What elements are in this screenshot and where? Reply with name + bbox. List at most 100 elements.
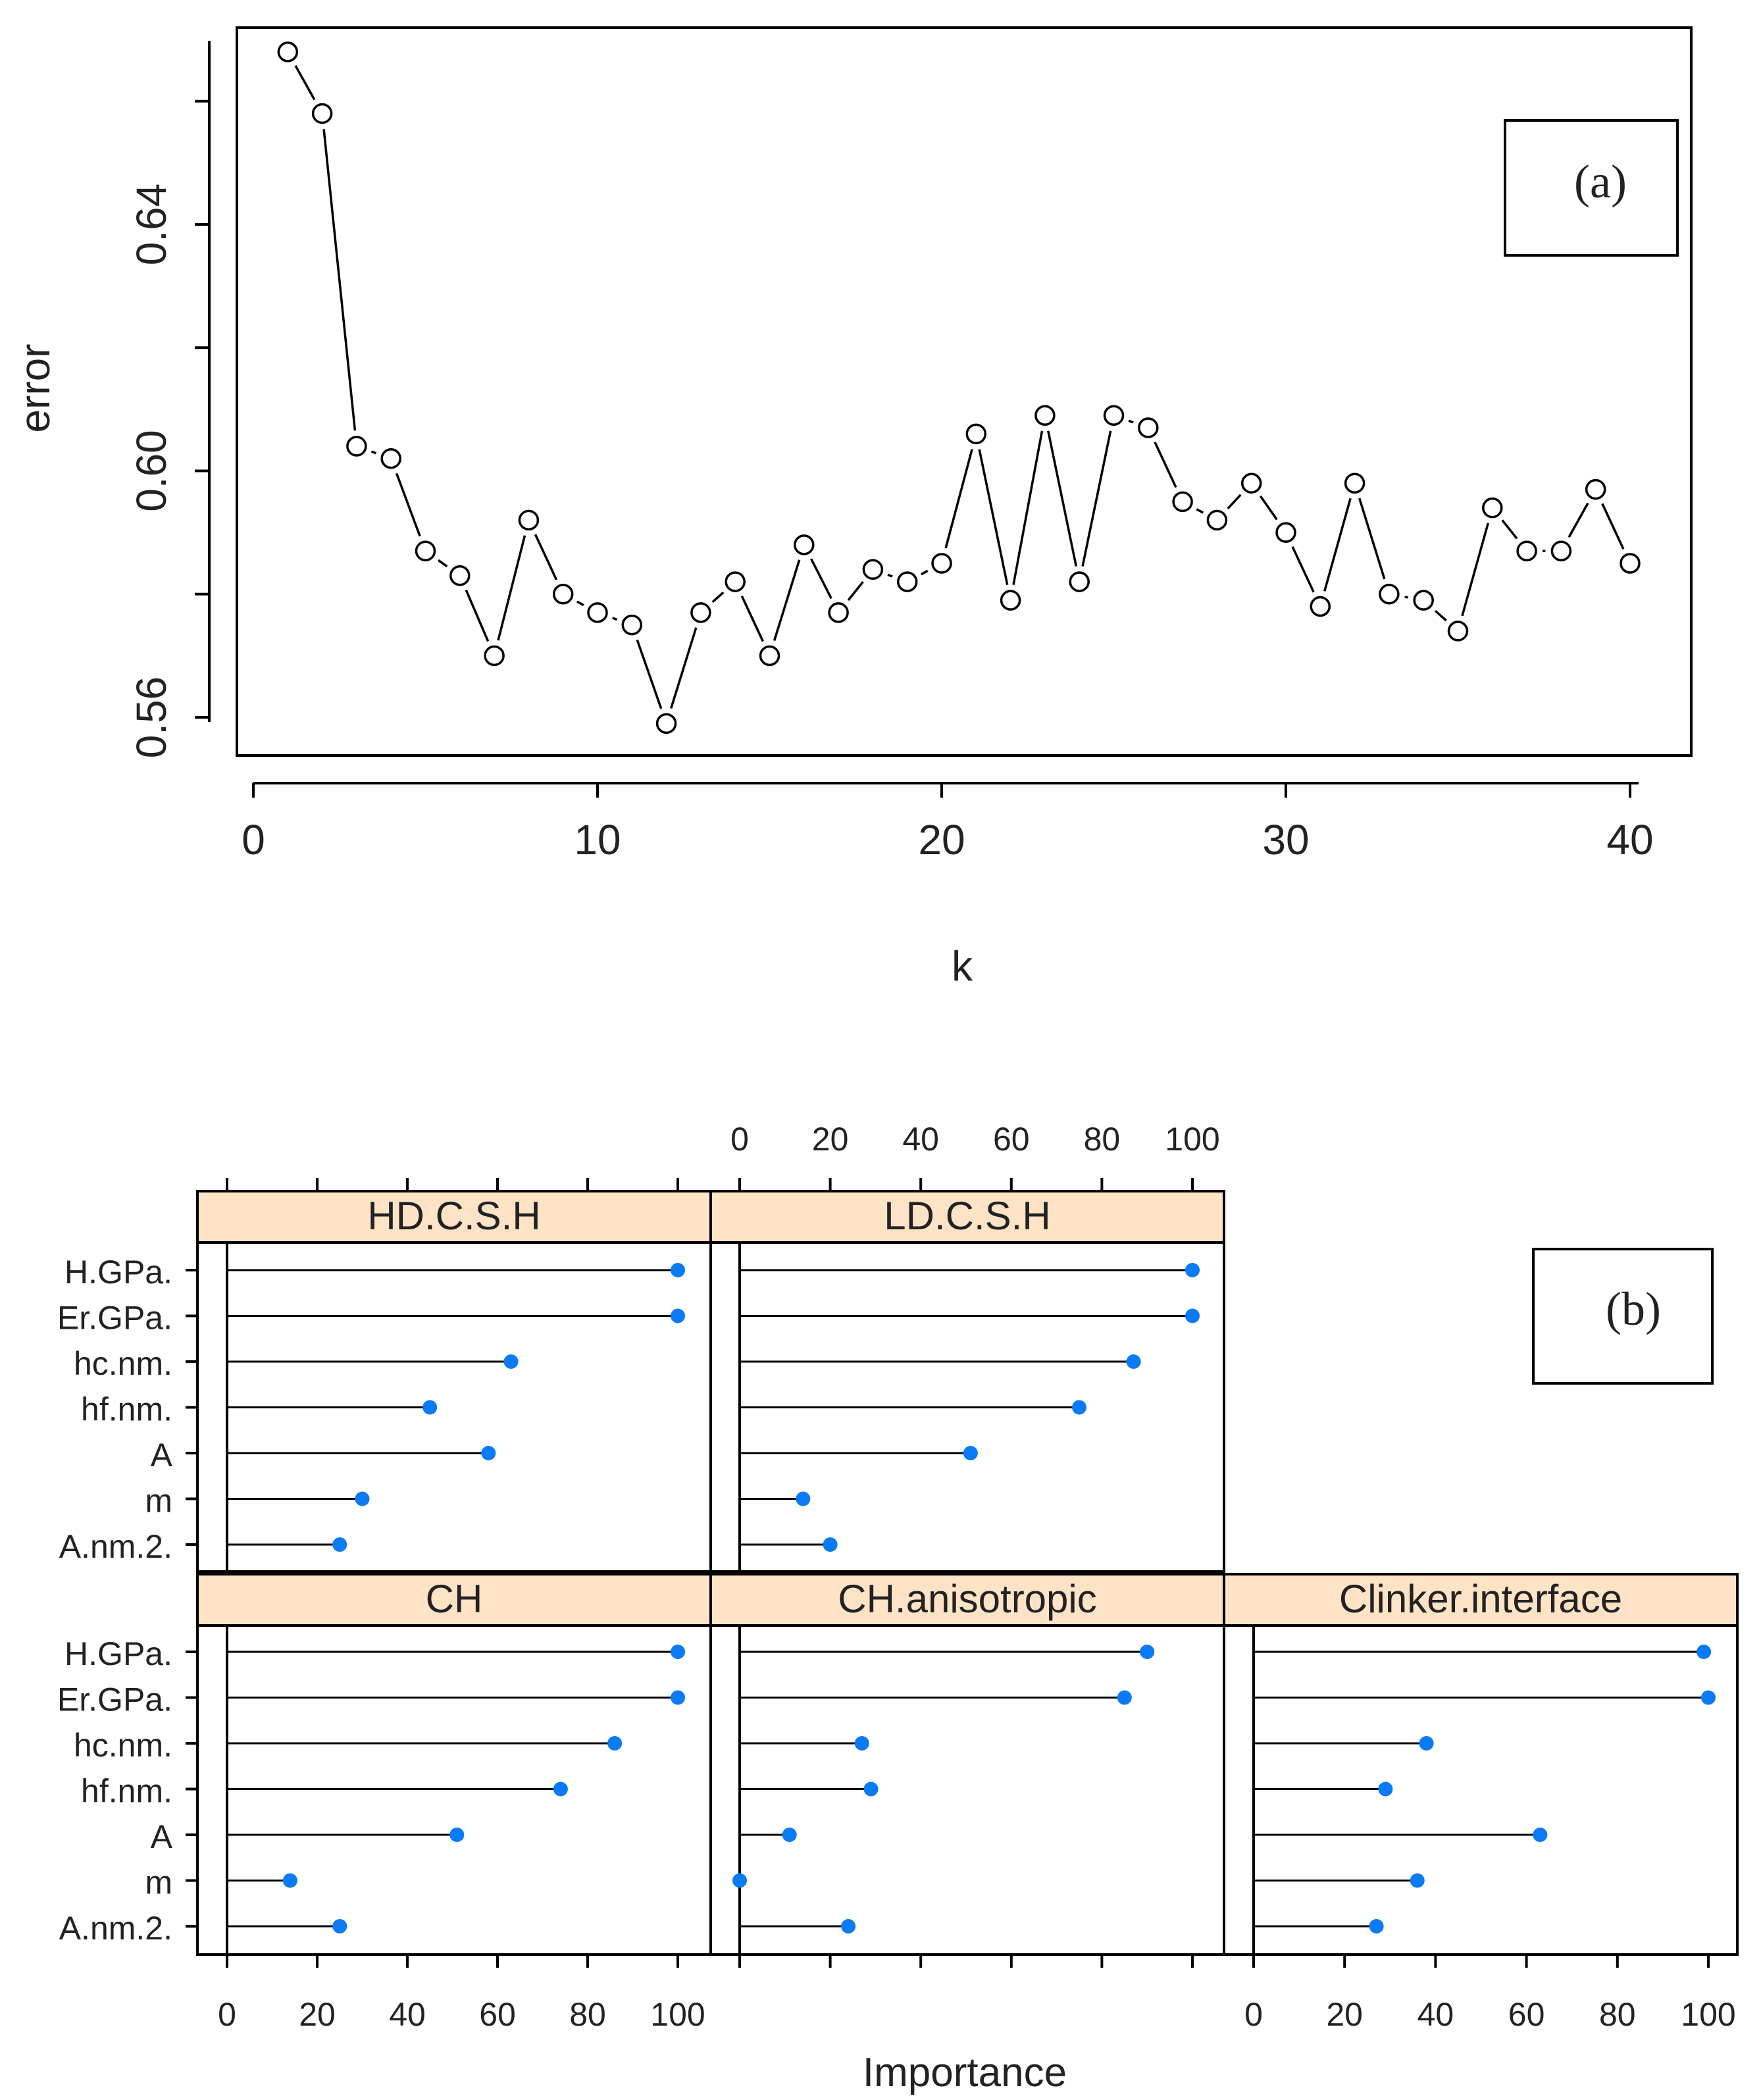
plot-b-annotation-box bbox=[1532, 1248, 1714, 1385]
panel-strip-label: LD.C.S.H bbox=[884, 1194, 1050, 1238]
lollipop-point bbox=[1378, 1781, 1393, 1797]
lollipop-point bbox=[1410, 1873, 1425, 1888]
plot-a-point bbox=[655, 713, 677, 734]
lollipop-point bbox=[1117, 1690, 1132, 1705]
panel-axis-tick-label: 20 bbox=[1326, 1996, 1363, 2033]
lollipop-point bbox=[1185, 1263, 1200, 1277]
variable-label: A bbox=[151, 1437, 173, 1473]
plot-a-point bbox=[1172, 491, 1193, 513]
plot-a-x-tick-label: 40 bbox=[1606, 816, 1653, 863]
plot-a-point bbox=[484, 645, 505, 667]
plot-a-line-segment bbox=[1196, 508, 1204, 514]
panel-ch-anisotropic: CH.anisotropic bbox=[709, 1573, 1225, 1956]
panel-ld-c-s-h: LD.C.S.H bbox=[709, 1190, 1225, 1573]
plot-a-point bbox=[1482, 497, 1503, 519]
lollipop-point bbox=[1185, 1308, 1200, 1323]
plot-a-x-label: k bbox=[952, 942, 973, 990]
plot-a-y-tick-label: 0.56 bbox=[128, 677, 175, 759]
plot-a-line-segment bbox=[1404, 596, 1408, 599]
panel-axis-tick-label: 40 bbox=[902, 1121, 939, 1158]
plot-a-line-segment bbox=[534, 534, 558, 580]
plot-a-point bbox=[1379, 584, 1400, 605]
panel-axis-tick-label: 20 bbox=[299, 1996, 336, 2033]
lollipop-point bbox=[1369, 1919, 1384, 1934]
plot-a-point bbox=[1516, 540, 1537, 561]
lollipop-point bbox=[1126, 1354, 1141, 1369]
plot-a-point bbox=[1034, 405, 1056, 426]
plot-a-point bbox=[1275, 522, 1296, 543]
plot-a-line-segment bbox=[1128, 419, 1134, 424]
plot-a-point bbox=[1103, 405, 1125, 426]
plot-a-line-segment bbox=[711, 591, 725, 603]
plot-a-line-segment bbox=[1501, 519, 1518, 540]
plot-a-line-segment bbox=[1601, 503, 1625, 550]
plot-a-point bbox=[1413, 590, 1434, 611]
lollipop-point bbox=[823, 1537, 838, 1552]
plot-a-line-segment bbox=[294, 64, 316, 101]
plot-a-line-segment bbox=[576, 600, 584, 607]
panel-frame bbox=[709, 1241, 1225, 1573]
plot-a-point bbox=[1310, 596, 1331, 617]
plot-a-y-label: error bbox=[11, 344, 59, 432]
lollipop-point bbox=[422, 1400, 438, 1415]
plot-a-point bbox=[1069, 571, 1090, 592]
panel-strip-label: CH bbox=[426, 1577, 483, 1621]
variable-label: A.nm.2. bbox=[59, 1910, 172, 1947]
plot-a-point bbox=[346, 436, 367, 457]
lollipop-point bbox=[332, 1919, 347, 1934]
panel-axis-tick-label: 0 bbox=[730, 1121, 749, 1158]
panel-strip bbox=[709, 1190, 1225, 1244]
panel-strip-label: CH.anisotropic bbox=[838, 1577, 1097, 1621]
lollipop-point bbox=[1419, 1736, 1434, 1751]
plot-a-line-segment bbox=[921, 569, 929, 576]
plot-a-point bbox=[794, 534, 815, 555]
plot-a-line-segment bbox=[497, 535, 526, 641]
plot-a-annotation-box bbox=[1504, 119, 1679, 257]
plot-a-point bbox=[1206, 509, 1228, 531]
plot-a-point bbox=[828, 602, 849, 623]
variable-label: Er.GPa. bbox=[57, 1300, 172, 1337]
plot-a-x-tick-label: 0 bbox=[242, 816, 265, 863]
plot-a-line-segment bbox=[322, 129, 357, 431]
plot-a-point bbox=[552, 584, 574, 605]
variable-label: H.GPa. bbox=[64, 1635, 172, 1672]
plot-a-point bbox=[587, 602, 608, 623]
plot-a-line-segment bbox=[1081, 430, 1112, 567]
plot-a-line-segment bbox=[944, 449, 973, 549]
panel-clinker-interface: Clinker.interface bbox=[1223, 1573, 1739, 1956]
lollipop-point bbox=[607, 1736, 623, 1751]
plot-a-line-segment bbox=[395, 473, 421, 537]
plot-a-point bbox=[1447, 621, 1469, 642]
lollipop-point bbox=[1533, 1828, 1548, 1842]
plot-a-line-segment bbox=[978, 449, 1009, 585]
plot-a-point bbox=[415, 540, 436, 561]
plot-a-line-segment bbox=[1227, 494, 1242, 510]
plot-a-line-segment bbox=[773, 559, 801, 641]
plot-a-x-tick-label: 10 bbox=[574, 816, 621, 863]
lollipop-point bbox=[671, 1645, 685, 1659]
plot-a-line-segment bbox=[636, 639, 663, 709]
lollipop-point bbox=[1701, 1690, 1716, 1705]
plot-a-line-segment bbox=[1012, 430, 1044, 585]
lollipop-point bbox=[355, 1491, 370, 1506]
panel-axis-tick-label: 100 bbox=[1165, 1121, 1219, 1158]
panel-axis-tick-label: 80 bbox=[1599, 1996, 1636, 2033]
plot-a-line-segment bbox=[1047, 430, 1078, 567]
variable-label: m bbox=[145, 1483, 172, 1520]
lollipop-point bbox=[449, 1828, 465, 1842]
plot-a-point bbox=[1138, 417, 1159, 438]
plot-a-line-segment bbox=[847, 580, 864, 602]
plot-a-annotation: (a) bbox=[1574, 155, 1627, 208]
plot-a-point bbox=[621, 614, 643, 636]
plot-a-point bbox=[862, 559, 884, 580]
lollipop-point bbox=[841, 1919, 856, 1934]
lollipop-point bbox=[503, 1354, 519, 1369]
plot-a-point bbox=[1344, 473, 1365, 494]
plot-a-line-segment bbox=[1154, 441, 1177, 488]
panel-axis-tick-label: 0 bbox=[218, 1996, 236, 2033]
plot-a-point bbox=[1000, 590, 1021, 611]
lollipop-point bbox=[863, 1781, 879, 1797]
lollipop-point bbox=[1140, 1645, 1155, 1659]
lollipop-point bbox=[796, 1491, 811, 1506]
